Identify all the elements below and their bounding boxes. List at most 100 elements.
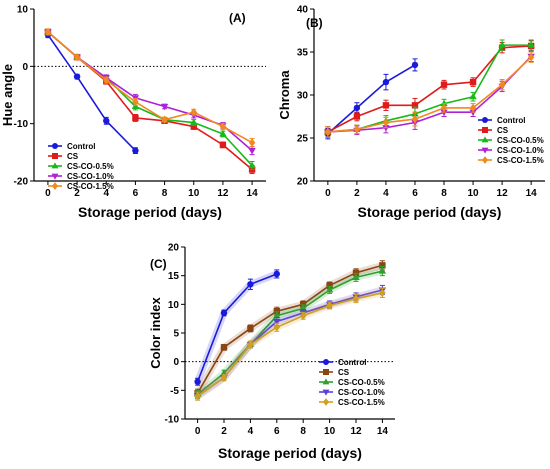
data-point [326,301,333,310]
data-point [132,114,139,122]
data-point [469,103,477,113]
data-point [220,344,228,351]
data-point [527,53,535,62]
panel-label: (C) [150,257,167,271]
data-point [498,41,506,48]
legend-marker [52,143,58,149]
data-point [247,281,254,288]
series-line [196,273,278,383]
legend-marker [322,389,330,396]
y-axis-title: Chroma [277,70,292,120]
data-point [190,108,197,117]
series-cs: CS [44,28,256,175]
legend-marker [323,359,329,365]
data-point [273,311,281,319]
data-point [247,325,254,332]
x-tick-label: 8 [300,426,306,437]
y-tick-label: -10 [14,119,29,130]
data-point [132,147,139,154]
data-point [352,273,360,280]
data-point [378,267,387,274]
series-line [327,64,416,135]
data-point [190,118,198,126]
data-point [103,75,110,85]
legend-marker [481,136,489,143]
data-point [273,308,280,315]
data-point [248,161,256,169]
x-tick-label: 14 [377,426,389,437]
data-point [194,391,201,401]
legend-marker [482,117,488,123]
legend-label: Control [338,358,366,367]
data-point [247,340,254,349]
x-tick-label: 12 [497,188,509,199]
legend-marker [482,127,488,133]
series-line [327,55,532,133]
data-point [73,53,81,62]
data-point [219,141,227,149]
data-point [103,117,110,125]
data-point [160,103,169,111]
legend-marker [51,162,59,169]
series-line [196,264,383,394]
data-point [352,294,360,303]
legend-label: CS-CO-0.5% [338,378,385,387]
y-tick-label: 10 [168,300,180,311]
x-tick-label: 4 [248,426,254,437]
data-point [440,81,448,88]
data-point [353,104,361,112]
x-tick-label: 8 [441,188,447,199]
legend-label: CS-CO-0.5% [497,136,544,145]
y-tick-label: 15 [168,271,180,282]
series-line [197,270,383,395]
x-tick-label: 2 [354,188,360,199]
data-point [353,125,361,134]
series-cs-co-1-5-: CS-CO-1.5% [324,51,544,165]
data-point [379,288,386,298]
legend-marker [52,182,58,190]
data-point [300,311,307,320]
data-point [300,301,307,308]
legend-marker [322,378,330,385]
legend-marker [52,153,58,159]
x-tick-label: 4 [383,188,389,199]
data-point [469,109,477,117]
x-tick-label: 6 [274,426,280,437]
legend-label: CS-CO-1.5% [338,398,385,407]
data-point [219,122,227,131]
series-line [47,34,136,152]
legend-marker [482,156,488,164]
chart-panel-a: -20 -10 0 10 0 2 4 6 8 10 12 14 Hue angle Storage per… [0,5,266,220]
x-axis-title: Storage period (days) [78,204,222,220]
data-point [325,286,334,293]
x-tick-label: 6 [412,188,418,199]
y-tick-label: 10 [17,5,29,16]
data-point [440,103,448,113]
legend-label: CS-CO-1.0% [67,172,114,181]
data-point [161,115,168,124]
chart-panel-c: -10 -5 0 5 10 15 20 0 2 4 6 8 10 12 14 Color index Stora… [148,243,395,461]
x-tick-label: 14 [526,188,538,199]
legend-label: CS-CO-0.5% [67,162,114,171]
legend-label: CS [67,152,79,161]
y-tick-label: -5 [170,386,179,397]
y-tick-label: 0 [22,62,28,73]
x-tick-label: 0 [325,188,331,199]
y-tick-label: 25 [297,134,309,145]
data-point [469,92,477,100]
series-cs-co-1-5-: CS-CO-1.5% [194,287,386,407]
legend-label: CS-CO-1.0% [497,146,544,155]
series-cs: CS [194,260,386,398]
x-tick-label: 12 [350,426,362,437]
y-tick-label: 0 [173,357,179,368]
x-tick-label: 10 [188,188,200,199]
x-tick-label: 10 [324,426,336,437]
legend-marker [51,173,59,180]
legend-label: CS [497,126,509,135]
series-cs-co-1-5-: CS-CO-1.5% [44,27,256,191]
y-axis-title: Color index [148,296,163,368]
x-tick-label: 0 [45,188,51,199]
series-line [47,31,253,144]
data-point [44,27,52,37]
